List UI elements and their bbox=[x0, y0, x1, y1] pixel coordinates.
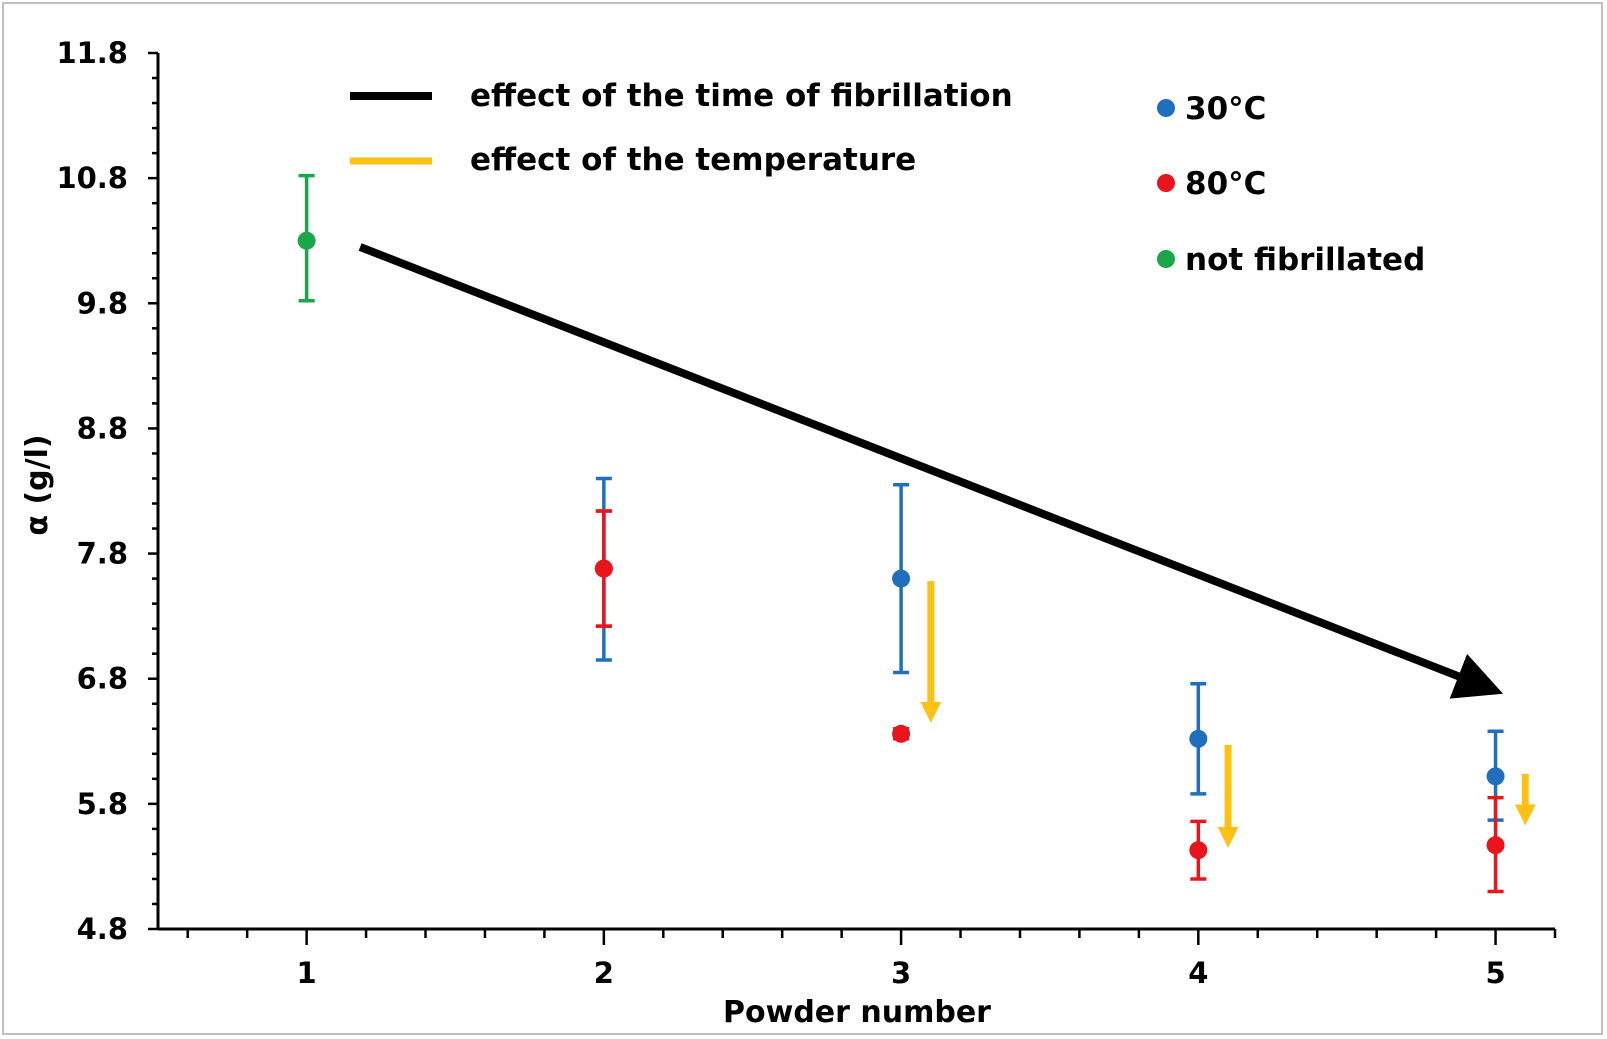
series-group bbox=[297, 173, 316, 303]
legend-marker bbox=[1157, 99, 1175, 117]
data-point bbox=[892, 724, 911, 743]
legend-item: not fibrillated bbox=[1157, 242, 1425, 278]
series-group bbox=[594, 509, 1505, 894]
y-axis-ticks: 4.8 5.8 6.8 7.8 8.8 9.8 10.8 11.8 bbox=[56, 36, 158, 946]
data-point bbox=[594, 559, 613, 578]
legend-item: 30°C bbox=[1157, 91, 1266, 127]
series-overlay bbox=[594, 509, 613, 628]
data-point bbox=[297, 231, 316, 250]
data-point bbox=[892, 569, 911, 588]
data-point bbox=[1189, 841, 1208, 860]
data-series bbox=[297, 173, 1505, 894]
legend-marker bbox=[1157, 174, 1175, 192]
x-tick-label: 2 bbox=[594, 956, 614, 990]
series-group bbox=[892, 482, 1505, 822]
arrow-legend: effect of the time of fibrillation effec… bbox=[350, 78, 1013, 178]
x-axis-label: Powder number bbox=[723, 995, 991, 1030]
x-axis-ticks: 1 2 3 4 5 bbox=[186, 929, 1557, 990]
legend-item: 80°C bbox=[1157, 166, 1266, 202]
y-axis-label: α (g/l) bbox=[20, 434, 55, 535]
data-point bbox=[1486, 767, 1505, 786]
y-tick-label: 7.8 bbox=[77, 537, 128, 571]
time-of-fibrillation-arrow bbox=[358, 243, 1504, 699]
x-tick-label: 4 bbox=[1188, 956, 1208, 990]
legend-label: 30°C bbox=[1185, 91, 1266, 127]
y-tick-label: 5.8 bbox=[77, 787, 128, 821]
y-tick-label: 9.8 bbox=[77, 286, 128, 320]
y-tick-label: 4.8 bbox=[77, 912, 128, 946]
axes bbox=[156, 53, 1555, 931]
data-point bbox=[1486, 836, 1505, 855]
time-legend-label: effect of the time of fibrillation bbox=[470, 78, 1013, 114]
temperature-legend-label: effect of the temperature bbox=[470, 142, 916, 178]
legend: 30°C 80°C not fibrillated bbox=[1157, 91, 1425, 278]
legend-label: not fibrillated bbox=[1185, 242, 1425, 278]
y-tick-label: 10.8 bbox=[56, 161, 128, 195]
annotations bbox=[358, 243, 1536, 848]
legend-marker bbox=[1157, 250, 1175, 268]
data-point bbox=[1189, 729, 1208, 748]
y-tick-label: 8.8 bbox=[77, 411, 128, 445]
x-tick-label: 3 bbox=[891, 956, 911, 990]
y-tick-label: 11.8 bbox=[56, 36, 128, 70]
x-tick-label: 1 bbox=[297, 956, 317, 990]
x-tick-label: 5 bbox=[1485, 956, 1505, 990]
legend-label: 80°C bbox=[1185, 166, 1266, 202]
y-tick-label: 6.8 bbox=[77, 662, 128, 696]
